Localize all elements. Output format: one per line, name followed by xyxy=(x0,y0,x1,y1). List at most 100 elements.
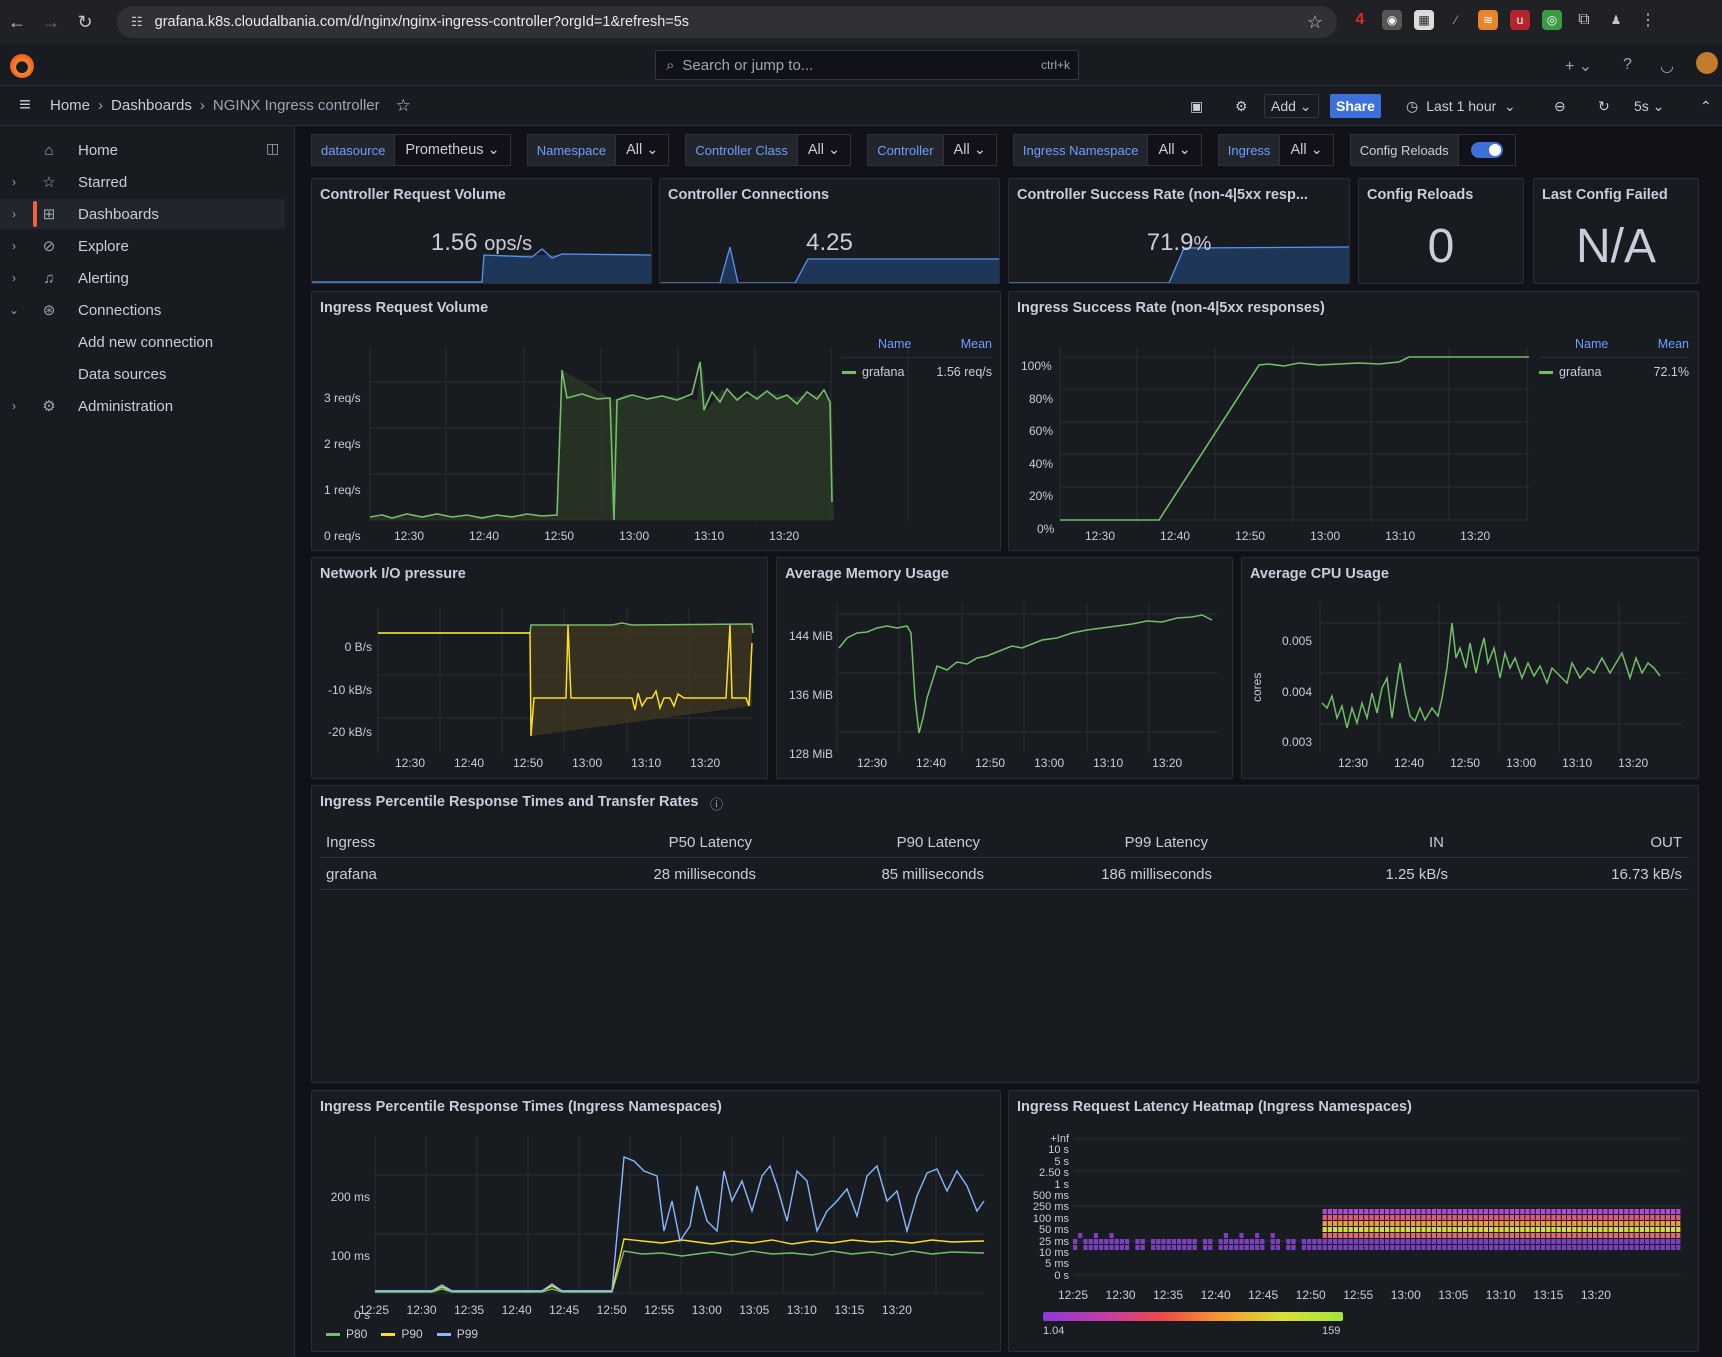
legend-mean-header[interactable]: Mean xyxy=(960,337,992,351)
extension-badge[interactable]: 4 xyxy=(1355,11,1365,28)
new-plus-icon[interactable]: + ⌄ xyxy=(1565,58,1593,75)
column-header[interactable]: OUT xyxy=(1650,834,1682,851)
collapse-chevron-up-icon[interactable]: ⌃ xyxy=(1700,97,1712,114)
green-extension-icon[interactable]: ◎ xyxy=(1542,10,1562,30)
heatmap-cell xyxy=(1613,1245,1618,1250)
heatmap-cell xyxy=(1291,1239,1296,1244)
profile-extension-icon[interactable]: ♟ xyxy=(1610,13,1622,27)
heatmap-cell xyxy=(1603,1239,1608,1244)
refresh-icon[interactable]: ↻ xyxy=(1598,97,1610,114)
forward-icon[interactable]: → xyxy=(42,11,60,32)
reload-icon[interactable]: ↻ xyxy=(77,11,93,32)
panel-percentile-table[interactable]: Ingress Percentile Response Times and Tr… xyxy=(311,785,1699,1083)
chevron-right-icon[interactable]: › xyxy=(12,175,16,189)
sidebar-item-add-new-connection[interactable]: Add new connection xyxy=(78,334,214,351)
grafana-logo-icon[interactable] xyxy=(10,54,34,78)
sidebar-item-alerting[interactable]: › ♫ Alerting xyxy=(0,263,285,293)
orange-extension-icon[interactable]: ≋ xyxy=(1478,10,1498,30)
back-icon[interactable]: ← xyxy=(8,11,26,32)
heatmap-cell xyxy=(1468,1221,1473,1226)
x-tick: 13:00 xyxy=(619,529,650,543)
sidebar-item-starred[interactable]: › ☆ Starred xyxy=(0,167,285,197)
legend-name-header[interactable]: Name xyxy=(878,337,912,351)
stat-panel-connections[interactable]: Controller Connections 4.25 xyxy=(659,178,1000,284)
column-header[interactable]: P99 Latency xyxy=(1124,834,1208,851)
legend-series[interactable]: grafana xyxy=(842,365,904,379)
refresh-interval-picker[interactable]: 5s ⌄ xyxy=(1634,97,1665,115)
heatmap-cell xyxy=(1629,1245,1634,1250)
column-header[interactable]: P90 Latency xyxy=(896,834,980,851)
chevron-down-icon[interactable]: ⌄ xyxy=(8,303,20,317)
legend-name-header[interactable]: Name xyxy=(1575,337,1609,351)
sidebar-item-home[interactable]: ⌂ Home xyxy=(0,135,285,165)
zoom-out-icon[interactable]: ⊖ xyxy=(1554,97,1566,114)
var-select-datasource[interactable]: Prometheus ⌄ xyxy=(395,134,511,166)
search-input[interactable]: ⌕ Search or jump to... ctrl+k xyxy=(655,50,1079,80)
panel-ingress-success-rate[interactable]: Ingress Success Rate (non-4|5xx response… xyxy=(1008,291,1699,551)
heatmap-cell xyxy=(1405,1245,1410,1250)
sidebar-item-data-sources[interactable]: Data sources xyxy=(78,366,167,383)
panel-ingress-request-volume[interactable]: Ingress Request Volume 3 req/s 2 req/s 1 r… xyxy=(311,291,1001,551)
breadcrumb-home[interactable]: Home xyxy=(50,97,91,114)
var-select-ingress[interactable]: All ⌄ xyxy=(1280,134,1334,166)
heatmap-cell xyxy=(1556,1239,1561,1244)
column-header[interactable]: P50 Latency xyxy=(668,834,752,851)
panel-average-cpu[interactable]: Average CPU Usage cores 0.005 0.004 0.003 … xyxy=(1241,557,1699,779)
panel-latency-heatmap[interactable]: Ingress Request Latency Heatmap (Ingress… xyxy=(1008,1090,1699,1352)
legend-item-p90[interactable]: P90 xyxy=(381,1327,423,1341)
stat-panel-request-volume[interactable]: Controller Request Volume 1.56 ops/s xyxy=(311,178,652,284)
site-info-icon[interactable]: ☷ xyxy=(131,14,143,29)
news-rss-icon[interactable]: ◡ xyxy=(1660,58,1674,75)
color-extension-icon[interactable]: ⁄ xyxy=(1454,13,1457,27)
var-select-controller[interactable]: All ⌄ xyxy=(943,134,997,166)
address-bar[interactable]: ☷ grafana.k8s.cloudalbania.com/d/nginx/n… xyxy=(117,6,1337,38)
legend-mean-header[interactable]: Mean xyxy=(1657,337,1689,351)
heatmap-cell xyxy=(1463,1245,1468,1250)
sidebar-item-connections[interactable]: ⌄ ⊛ Connections xyxy=(0,295,285,325)
user-avatar[interactable] xyxy=(1696,52,1718,74)
save-dashboard-icon[interactable]: ▣ xyxy=(1190,97,1204,114)
column-header[interactable]: IN xyxy=(1429,834,1444,851)
settings-gear-icon[interactable]: ⚙ xyxy=(1235,97,1248,114)
config-reloads-toggle[interactable] xyxy=(1470,142,1503,158)
legend-item-p99[interactable]: P99 xyxy=(436,1327,478,1341)
panel-percentile-response-times[interactable]: Ingress Percentile Response Times (Ingre… xyxy=(311,1090,1001,1352)
chevron-right-icon[interactable]: › xyxy=(12,239,16,253)
sidebar-item-dashboards[interactable]: › ⊞ Dashboards xyxy=(0,199,285,229)
heatmap-cell xyxy=(1463,1233,1468,1238)
panel-average-memory[interactable]: Average Memory Usage 144 MiB 136 MiB 128 M… xyxy=(776,557,1233,779)
legend-item-p80[interactable]: P80 xyxy=(326,1327,367,1341)
var-select-namespace[interactable]: All ⌄ xyxy=(616,134,670,166)
puzzle-extension-icon[interactable]: ⧉ xyxy=(1578,11,1590,28)
stat-panel-success-rate[interactable]: Controller Success Rate (non-4|5xx resp.… xyxy=(1008,178,1350,284)
y-tick: 0.005 xyxy=(1282,634,1313,648)
help-icon[interactable]: ? xyxy=(1623,56,1632,73)
menu-hamburger-icon[interactable]: ≡ xyxy=(19,94,31,116)
info-icon[interactable]: ⓘ xyxy=(710,797,724,812)
add-button[interactable]: Add ⌄ xyxy=(1264,94,1319,118)
chevron-right-icon[interactable]: › xyxy=(12,271,16,285)
chevron-right-icon[interactable]: › xyxy=(12,399,16,413)
sidebar-item-explore[interactable]: › ⊘ Explore xyxy=(0,231,285,261)
dock-menu-icon[interactable]: ◫ xyxy=(266,140,280,156)
column-header[interactable]: Ingress xyxy=(326,834,376,851)
share-button[interactable]: Share xyxy=(1330,94,1381,118)
favorite-star-icon[interactable]: ☆ xyxy=(395,95,411,115)
legend-series[interactable]: grafana xyxy=(1539,365,1601,379)
heatmap-cell xyxy=(1171,1239,1176,1244)
time-range-picker[interactable]: ◷ Last 1 hour ⌄ xyxy=(1406,97,1516,115)
stat-panel-config-reloads[interactable]: Config Reloads 0 xyxy=(1358,178,1524,284)
sidebar-item-administration[interactable]: › ⚙ Administration xyxy=(0,391,285,421)
var-select-ingress-namespace[interactable]: All ⌄ xyxy=(1148,134,1202,166)
bookmark-star-icon[interactable]: ☆ xyxy=(1306,11,1323,32)
chevron-right-icon[interactable]: › xyxy=(12,207,16,221)
red-extension-icon[interactable]: u xyxy=(1510,10,1530,30)
breadcrumb-dashboards[interactable]: Dashboards xyxy=(111,97,192,114)
panel-network-io[interactable]: Network I/O pressure 0 B/s -10 kB/s -20 kB… xyxy=(311,557,768,779)
browser-menu-icon[interactable]: ⋮ xyxy=(1640,12,1656,29)
camera-extension-icon[interactable]: ◉ xyxy=(1382,10,1402,30)
var-select-controller-class[interactable]: All ⌄ xyxy=(797,134,852,166)
stat-panel-last-config-failed[interactable]: Last Config Failed N/A xyxy=(1533,178,1699,284)
heatmap-cell xyxy=(1161,1239,1166,1244)
qr-extension-icon[interactable]: ▦ xyxy=(1414,10,1434,30)
